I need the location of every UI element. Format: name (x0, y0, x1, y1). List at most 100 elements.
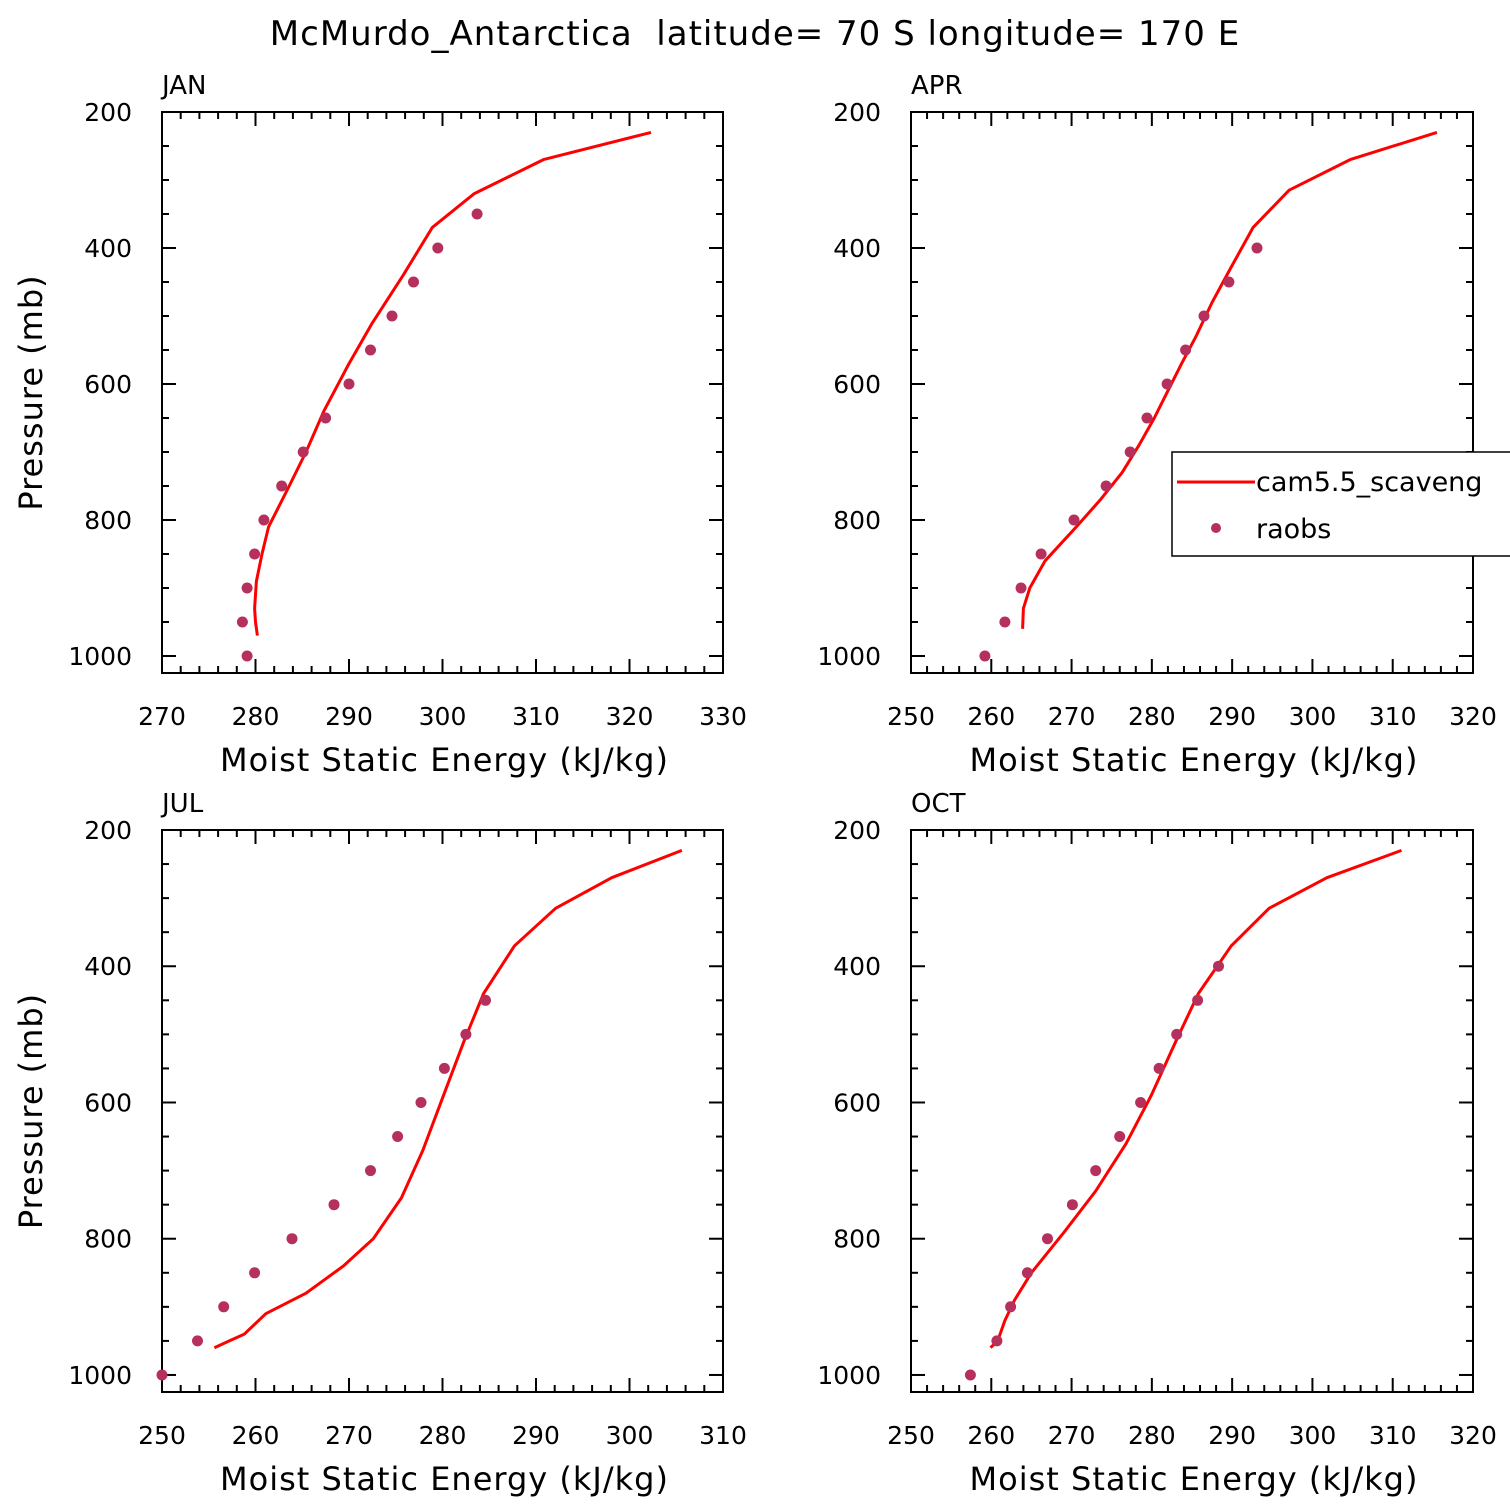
x-tick-label: 280 (1128, 702, 1176, 731)
y-tick-label: 400 (84, 952, 132, 981)
x-tick-label: 310 (699, 1421, 747, 1450)
obs-point (1114, 1131, 1126, 1142)
obs-point (460, 1028, 472, 1040)
x-axis-label: Moist Static Energy (kJ/kg) (970, 741, 1419, 779)
y-tick-label: 400 (833, 234, 881, 263)
panel-jan: JAN 270 280 290 300 310 320 330 200 400 600 800 1000… (12, 71, 747, 779)
obs-point (1015, 582, 1027, 594)
obs-point (392, 1131, 404, 1142)
y-tick-label: 400 (84, 234, 132, 263)
obs-point (249, 548, 261, 560)
obs-point (1180, 344, 1192, 356)
obs-point (386, 310, 398, 322)
obs-point (1035, 548, 1047, 560)
y-tick-label: 800 (84, 1225, 132, 1254)
obs-point (979, 650, 991, 662)
obs-point (1090, 1165, 1102, 1177)
x-tick-label: 260 (967, 702, 1015, 731)
model-line (253, 130, 652, 636)
x-tick-label: 270 (1048, 1421, 1096, 1450)
plot-frame (910, 829, 1474, 1393)
figure-title: McMurdo_Antarctica latitude= 70 S longit… (270, 14, 1240, 54)
plot-frame (910, 111, 1474, 674)
plot-frame (161, 829, 724, 1393)
panel-title: JUL (160, 789, 204, 819)
obs-point (1192, 994, 1204, 1006)
obs-point (1198, 310, 1210, 322)
obs-point (999, 616, 1011, 628)
x-axis-label: Moist Static Energy (kJ/kg) (220, 1460, 669, 1498)
obs-point (1124, 446, 1136, 458)
obs-point (249, 1267, 261, 1279)
legend-model-label: cam5.5_scaveng (1256, 467, 1482, 498)
obs-point (480, 994, 491, 1006)
obs-point (1153, 1062, 1165, 1074)
obs-point (432, 242, 444, 254)
x-tick-label: 290 (1208, 702, 1256, 731)
obs-point (258, 514, 270, 526)
y-tick-label: 800 (84, 506, 132, 535)
x-tick-label: 280 (232, 702, 280, 731)
obs-point (286, 1233, 298, 1245)
x-tick-label: 320 (1449, 1421, 1497, 1450)
y-tick-label: 1000 (68, 1361, 132, 1390)
panel-apr: APR 250 260 270 280 290 300 310 320 200 400 600 800 1… (817, 71, 1496, 779)
obs-point (991, 1335, 1003, 1347)
obs-point (218, 1301, 230, 1313)
x-tick-label: 300 (1289, 702, 1337, 731)
y-tick-label: 1000 (817, 642, 881, 671)
panel-title: OCT (911, 789, 966, 819)
y-tick-label: 600 (84, 370, 132, 399)
obs-point (276, 480, 288, 492)
obs-point (156, 1369, 168, 1381)
y-tick-label: 1000 (817, 1361, 881, 1390)
obs-point (241, 650, 253, 662)
model-line (1021, 130, 1438, 629)
obs-point (964, 1369, 976, 1381)
y-tick-label: 600 (833, 370, 881, 399)
y-tick-label: 200 (84, 816, 132, 845)
obs-point (236, 616, 248, 628)
obs-point (328, 1199, 340, 1211)
obs-point (365, 344, 376, 356)
x-tick-label: 300 (1289, 1421, 1337, 1450)
model-line (989, 848, 1403, 1349)
legend-obs-label: raobs (1256, 514, 1331, 545)
obs-point (438, 1062, 450, 1074)
obs-point (297, 446, 309, 458)
x-tick-label: 330 (699, 702, 747, 731)
y-tick-label: 800 (833, 506, 881, 535)
obs-point (408, 276, 419, 288)
x-tick-label: 320 (1449, 702, 1497, 731)
model-line (213, 849, 683, 1350)
x-tick-label: 280 (419, 1421, 467, 1450)
obs-point (343, 378, 355, 390)
obs-point (1141, 412, 1153, 424)
x-tick-label: 280 (1128, 1421, 1176, 1450)
x-tick-label: 270 (325, 1421, 373, 1450)
obs-point (1100, 480, 1112, 492)
panel-oct: OCT 250 260 270 280 290 300 310 320 200 400 600 800 1… (817, 789, 1496, 1498)
y-tick-label: 800 (833, 1225, 881, 1254)
obs-point (1005, 1301, 1017, 1313)
x-tick-label: 250 (138, 1421, 186, 1450)
obs-point (1042, 1233, 1053, 1245)
legend: cam5.5_scaveng raobs (1171, 451, 1510, 557)
obs-point (471, 208, 483, 220)
panel-title: JAN (160, 71, 206, 101)
y-tick-label: 200 (833, 816, 881, 845)
obs-point (1171, 1028, 1183, 1040)
x-tick-label: 310 (512, 702, 560, 731)
obs-point (1251, 242, 1263, 254)
obs-point (1135, 1097, 1147, 1108)
y-tick-label: 1000 (68, 642, 132, 671)
obs-point (320, 412, 332, 424)
x-tick-label: 290 (325, 702, 373, 731)
panel-jul: JUL 250 260 270 280 290 300 310 200 400 600 800 1000… (12, 789, 747, 1498)
obs-point (1021, 1267, 1033, 1279)
legend-box (1171, 451, 1510, 557)
obs-point (192, 1335, 203, 1347)
y-tick-label: 200 (84, 98, 132, 127)
panel-title: APR (911, 71, 963, 101)
